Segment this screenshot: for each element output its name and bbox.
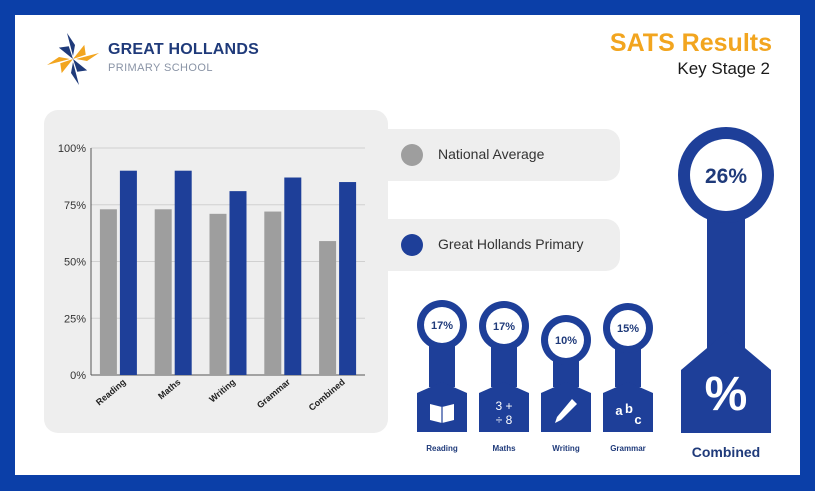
badge-label: Reading [426, 444, 458, 453]
bar-national [209, 213, 227, 375]
math-symbols-icon-line2: ÷ 8 [496, 413, 513, 427]
combined-inner-circle [690, 139, 762, 211]
x-tick-label: Reading [94, 377, 128, 407]
content-area: GREAT HOLLANDS PRIMARY SCHOOL SATS Resul… [15, 15, 800, 475]
y-tick-label: 0% [70, 370, 86, 382]
x-tick-label: Writing [207, 377, 237, 404]
y-tick-label: 25% [64, 313, 86, 325]
abc-icon-a: a [615, 403, 623, 418]
x-tick-label: Maths [156, 377, 182, 401]
bar-school [174, 170, 192, 375]
badge-value: 17% [493, 321, 515, 333]
badge-inner-circle [548, 322, 584, 358]
badge-value: 15% [617, 323, 639, 335]
combined-label: Combined [692, 444, 760, 460]
bar-school [339, 182, 357, 375]
y-tick-label: 75% [64, 200, 86, 212]
percent-icon: % [705, 368, 748, 421]
combined-pentagon [681, 332, 771, 433]
page-subtitle: Key Stage 2 [677, 59, 770, 78]
badge-pentagon [603, 382, 653, 432]
badge-inner-circle [610, 310, 646, 346]
school-logo-icon [47, 33, 99, 85]
bar-school [229, 191, 247, 375]
x-tick-label: Grammar [255, 377, 292, 411]
combined-value: 26% [705, 165, 747, 188]
page-title: SATS Results [609, 29, 772, 57]
badge-inner-circle [424, 307, 460, 343]
y-tick-label: 50% [64, 257, 86, 269]
badge-pentagon [479, 382, 529, 432]
legend-swatch-national [401, 144, 423, 166]
bar-national [154, 209, 172, 375]
legend-item-school: Great Hollands Primary [384, 219, 620, 271]
badge-inner-circle [486, 308, 522, 344]
school-subtitle: PRIMARY SCHOOL [108, 62, 213, 74]
y-tick-label: 100% [58, 143, 86, 155]
legend-label-school: Great Hollands Primary [438, 236, 584, 252]
school-name: GREAT HOLLANDS [108, 41, 259, 58]
bar-national [264, 211, 282, 375]
badge-value: 10% [555, 335, 577, 347]
bar-chart: 0% 25% 50% 75% 100% Reading Maths Writing Gramma… [58, 127, 774, 460]
badge-label: Writing [552, 444, 580, 453]
abc-icon-b: b [625, 401, 633, 416]
bar-national [99, 209, 117, 375]
pencil-icon [555, 399, 577, 423]
bar-school [119, 170, 137, 375]
legend-swatch-school [401, 234, 423, 256]
badge-value: 17% [431, 320, 453, 332]
badge-label: Grammar [610, 444, 646, 453]
legend-item-national: National Average [384, 129, 620, 181]
badge-label: Maths [492, 444, 516, 453]
bar-national [319, 241, 337, 375]
x-tick-label: Combined [307, 377, 347, 413]
bar-school [284, 177, 302, 375]
legend-label-national: National Average [438, 146, 545, 162]
math-symbols-icon-line1: 3 + [495, 399, 512, 413]
abc-icon-c: c [634, 412, 641, 427]
